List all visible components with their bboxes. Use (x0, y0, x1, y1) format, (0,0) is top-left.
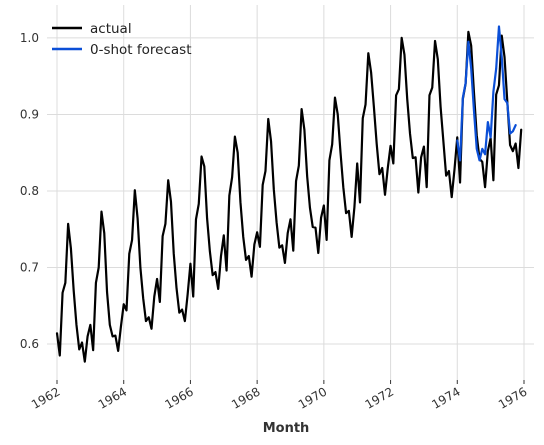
y-tick-label: 0.9 (20, 107, 39, 121)
x-tick-label: 1962 (29, 384, 62, 411)
y-tick-label: 0.8 (20, 184, 39, 198)
plot-area (47, 5, 534, 380)
x-tick-label: 1968 (229, 384, 262, 411)
legend: actual 0-shot forecast (52, 21, 192, 58)
x-axis-label: Month (263, 421, 310, 436)
y-axis-ticks: 0.6 0.7 0.8 0.9 1.0 (20, 31, 39, 351)
legend-label-actual: actual (90, 21, 132, 37)
x-tick-label: 1974 (429, 384, 462, 411)
x-tick-label: 1976 (496, 384, 529, 411)
x-tick-label: 1972 (363, 384, 396, 411)
y-tick-label: 0.7 (20, 261, 39, 275)
series-line-forecast (456, 25, 517, 162)
x-tick-label: 1964 (96, 384, 129, 411)
y-tick-label: 0.6 (20, 337, 39, 351)
series-layer (55, 25, 523, 363)
legend-label-forecast: 0-shot forecast (90, 42, 192, 58)
x-axis-ticks: 1962 1964 1966 1968 1970 1972 1974 1976 (29, 380, 529, 412)
series-line-actual (55, 30, 523, 363)
y-tick-label: 1.0 (20, 31, 39, 45)
x-tick-label: 1970 (296, 384, 329, 411)
x-tick-label: 1966 (162, 384, 195, 411)
